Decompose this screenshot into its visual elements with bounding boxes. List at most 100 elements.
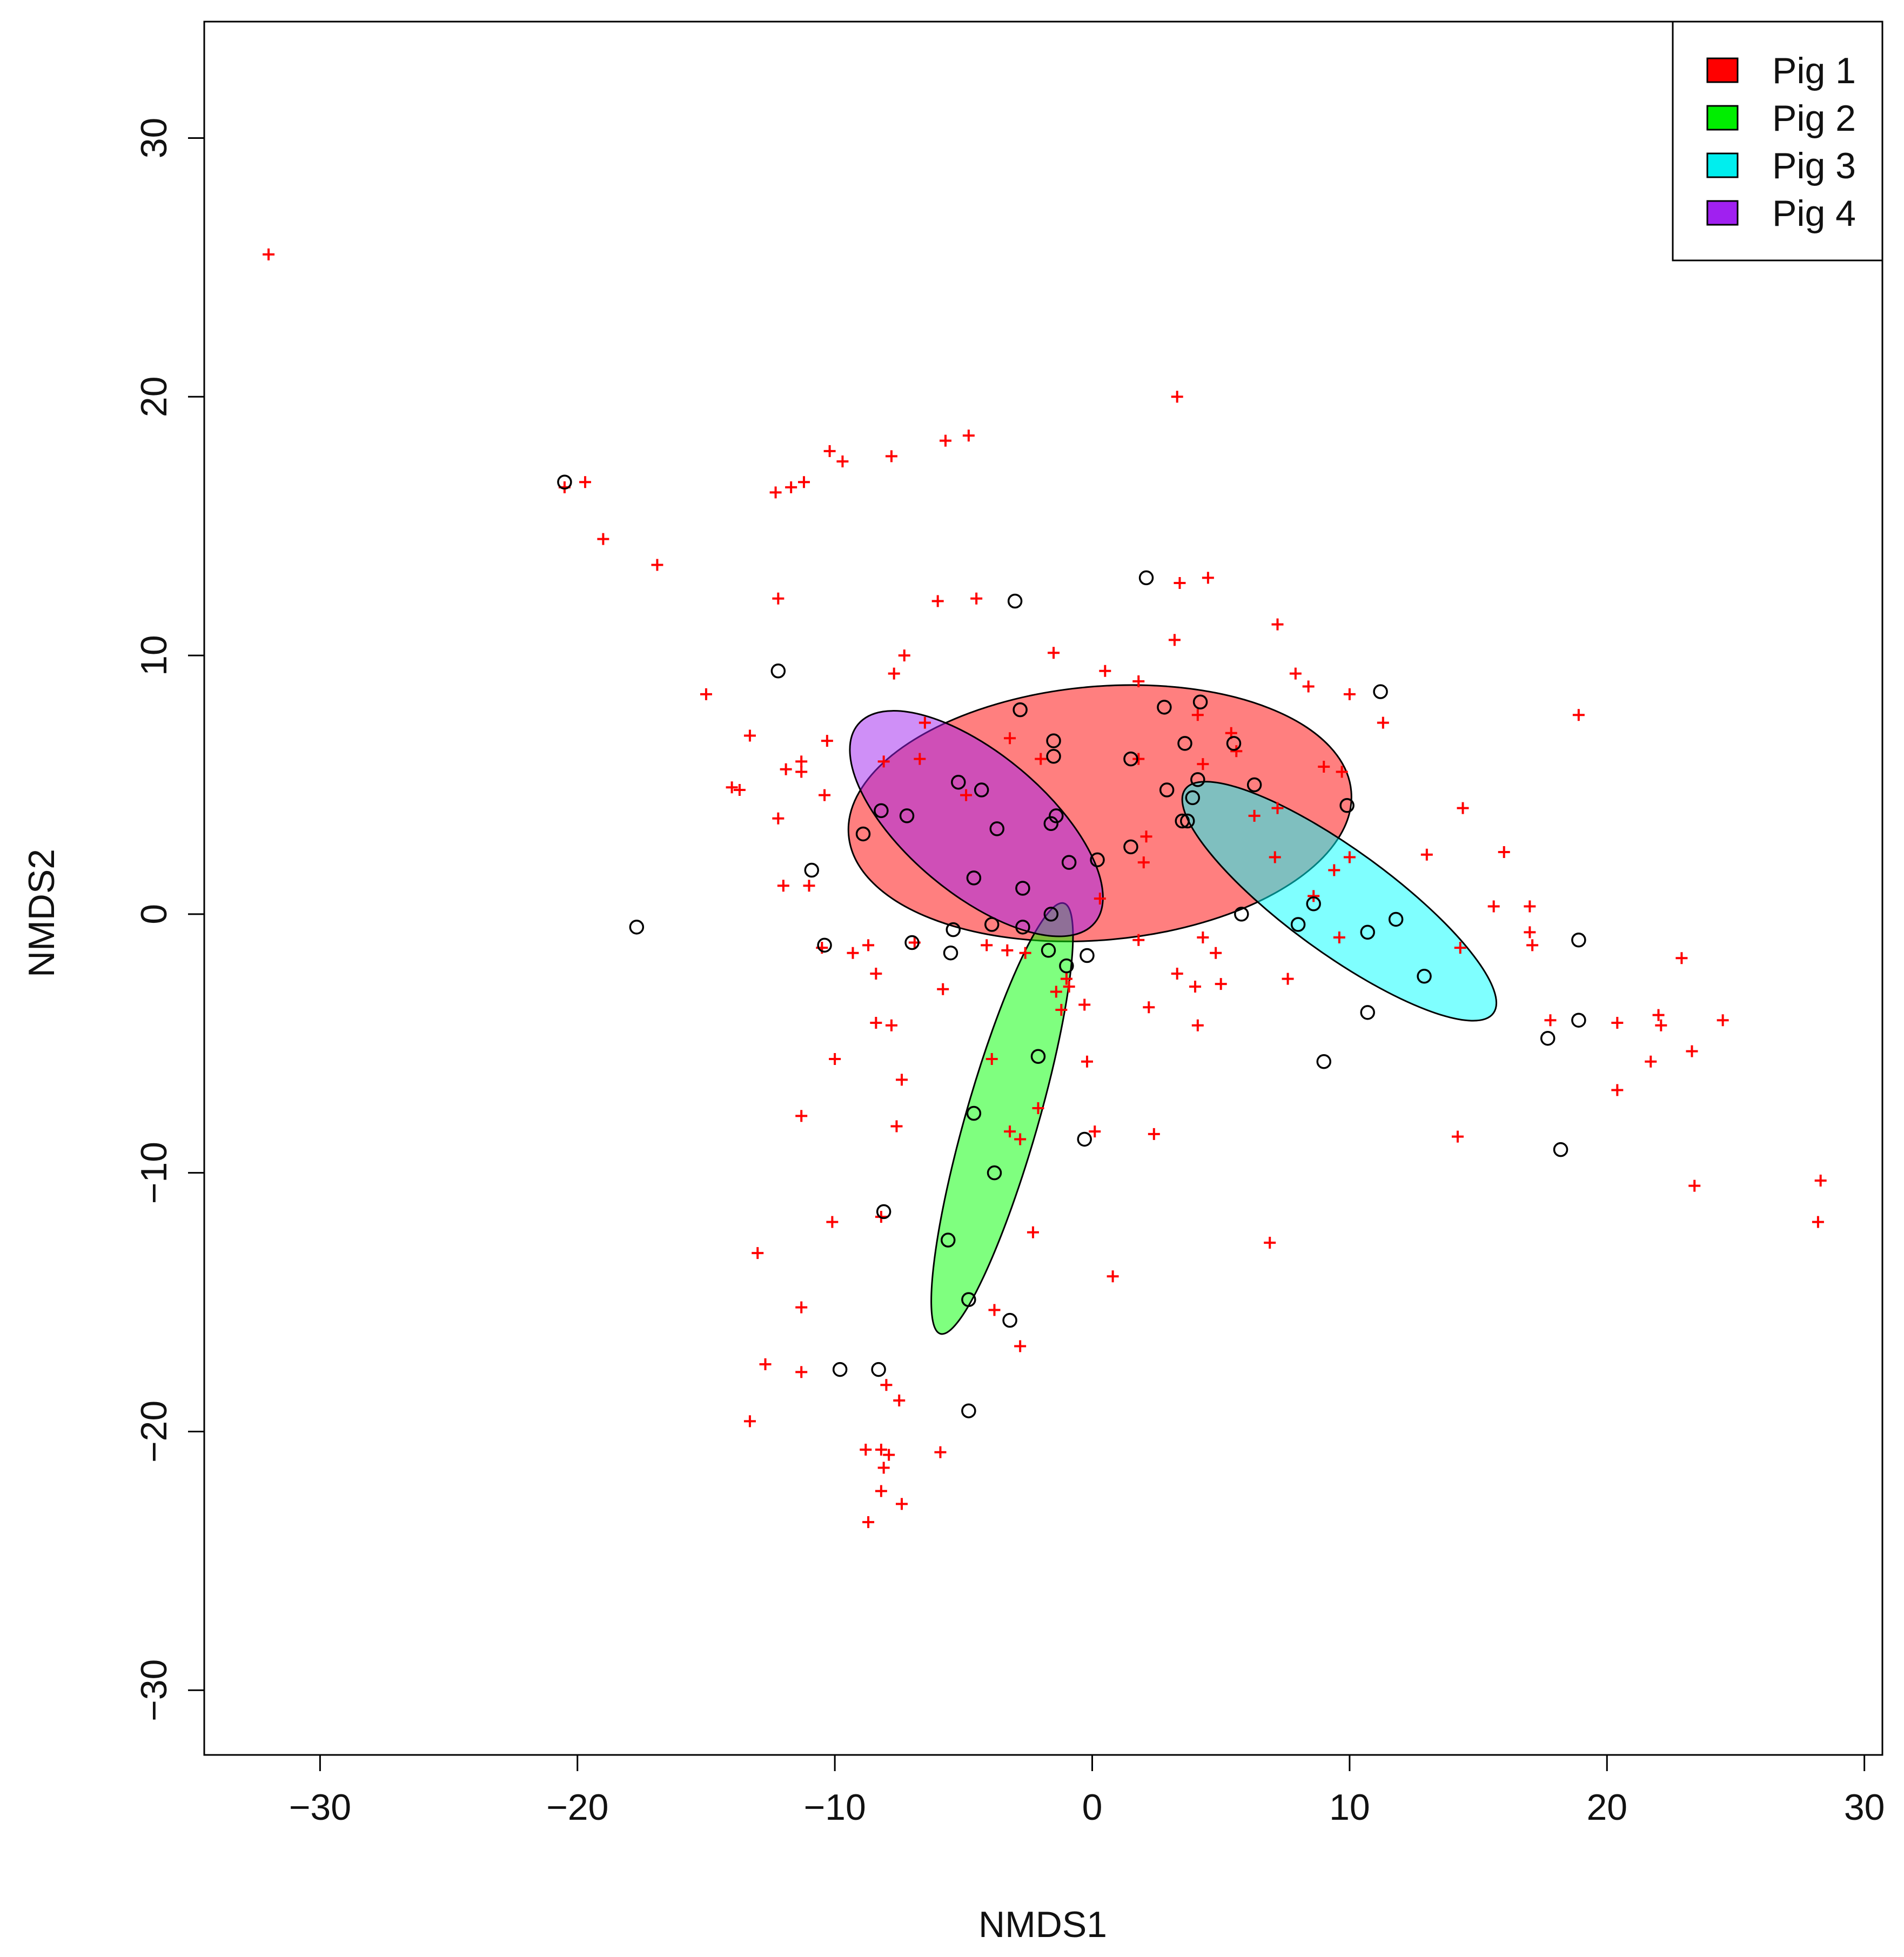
site-point: [855, 826, 871, 842]
species-point: [898, 649, 910, 662]
species-point: [988, 1304, 1001, 1316]
site-point: [1015, 920, 1030, 935]
species-point: [895, 1498, 908, 1510]
site-point: [987, 1165, 1002, 1181]
site-point: [629, 920, 645, 935]
legend-label-pig-2: Pig 2: [1772, 98, 1856, 139]
species-point: [860, 1444, 872, 1456]
species-point: [1148, 1128, 1160, 1140]
species-point: [970, 592, 983, 605]
site-point: [1041, 943, 1056, 958]
site-point: [770, 663, 786, 679]
species-point: [1132, 753, 1145, 765]
site-point: [940, 1232, 956, 1248]
species-point: [1524, 926, 1536, 939]
ellipse-pig-3: [1181, 781, 1498, 1022]
species-point: [1004, 732, 1016, 745]
species-point: [870, 1016, 882, 1029]
species-point: [1171, 391, 1183, 403]
legend-item-pig-4: Pig 4: [1706, 193, 1856, 234]
species-point: [1248, 809, 1261, 822]
x-axis-title: NMDS1: [978, 1904, 1107, 1945]
species-point: [1333, 931, 1345, 943]
species-point: [1611, 1084, 1624, 1096]
legend: Pig 1 Pig 2 Pig 3 Pig 4: [1672, 21, 1883, 262]
site-point: [961, 1292, 976, 1308]
site-point: [1077, 1131, 1092, 1147]
site-point: [817, 937, 832, 953]
species-point: [1143, 1001, 1155, 1014]
x-tick-label: 0: [1082, 1787, 1103, 1828]
species-point: [1498, 846, 1510, 858]
species-point: [1230, 745, 1243, 758]
site-point: [1553, 1142, 1568, 1157]
ellipse-layer: [847, 684, 1498, 1335]
y-tick-label: −10: [133, 1142, 175, 1204]
species-point: [1675, 952, 1688, 964]
species-point: [1202, 572, 1214, 584]
species-point: [939, 434, 951, 447]
site-point: [1046, 733, 1061, 748]
site-point: [1157, 700, 1172, 715]
site-point: [1185, 790, 1201, 806]
site-point: [1226, 736, 1242, 751]
species-point: [1001, 944, 1014, 956]
species-point: [1027, 1226, 1039, 1238]
species-point: [1717, 1014, 1729, 1027]
site-point: [961, 1403, 976, 1418]
species-point: [819, 789, 831, 801]
species-point: [885, 1019, 897, 1031]
site-point: [1015, 881, 1030, 896]
species-point: [1686, 1045, 1698, 1057]
legend-swatch-pig-4: [1706, 200, 1739, 226]
species-point: [1572, 709, 1585, 721]
site-point: [1138, 570, 1154, 586]
species-point: [752, 1247, 764, 1259]
species-point: [985, 1053, 998, 1065]
site-point: [1002, 1312, 1017, 1328]
species-point: [795, 1301, 808, 1313]
site-point: [832, 1362, 848, 1377]
species-point: [1271, 618, 1284, 631]
species-point: [772, 592, 785, 605]
x-tick-label: −20: [546, 1787, 608, 1828]
legend-label-pig-1: Pig 1: [1772, 50, 1856, 91]
species-point: [1063, 980, 1075, 993]
x-tick-label: −30: [289, 1787, 351, 1828]
species-point: [263, 248, 275, 260]
species-point: [1215, 978, 1227, 990]
species-point: [981, 939, 993, 951]
species-point: [1055, 1004, 1068, 1016]
legend-item-pig-3: Pig 3: [1706, 145, 1856, 186]
species-point: [1454, 942, 1466, 954]
site-point: [1192, 694, 1208, 710]
site-point: [1360, 924, 1375, 940]
site-point: [871, 1362, 886, 1377]
species-point: [875, 1444, 887, 1456]
site-point: [1046, 749, 1061, 764]
species-point: [1524, 900, 1536, 913]
species-point: [862, 939, 875, 951]
species-point: [1544, 1014, 1557, 1027]
site-point: [1388, 912, 1404, 927]
species-point: [726, 781, 738, 794]
species-point: [785, 481, 797, 493]
site-point: [1013, 702, 1028, 718]
site-point: [1123, 839, 1138, 855]
species-point: [1078, 998, 1091, 1011]
species-point: [733, 784, 746, 796]
legend-item-pig-1: Pig 1: [1706, 50, 1856, 91]
site-point: [876, 1204, 891, 1219]
y-tick-label: 20: [133, 376, 175, 417]
species-point: [777, 880, 789, 892]
species-point: [797, 476, 810, 488]
species-point: [888, 667, 900, 680]
y-tick-label: −30: [133, 1659, 175, 1721]
species-point: [1526, 939, 1539, 951]
species-point: [1099, 665, 1111, 677]
species-point: [1343, 851, 1356, 863]
species-point: [875, 1485, 887, 1497]
species-point: [579, 476, 592, 488]
species-point: [960, 789, 973, 801]
y-tick-label: 10: [133, 635, 175, 676]
